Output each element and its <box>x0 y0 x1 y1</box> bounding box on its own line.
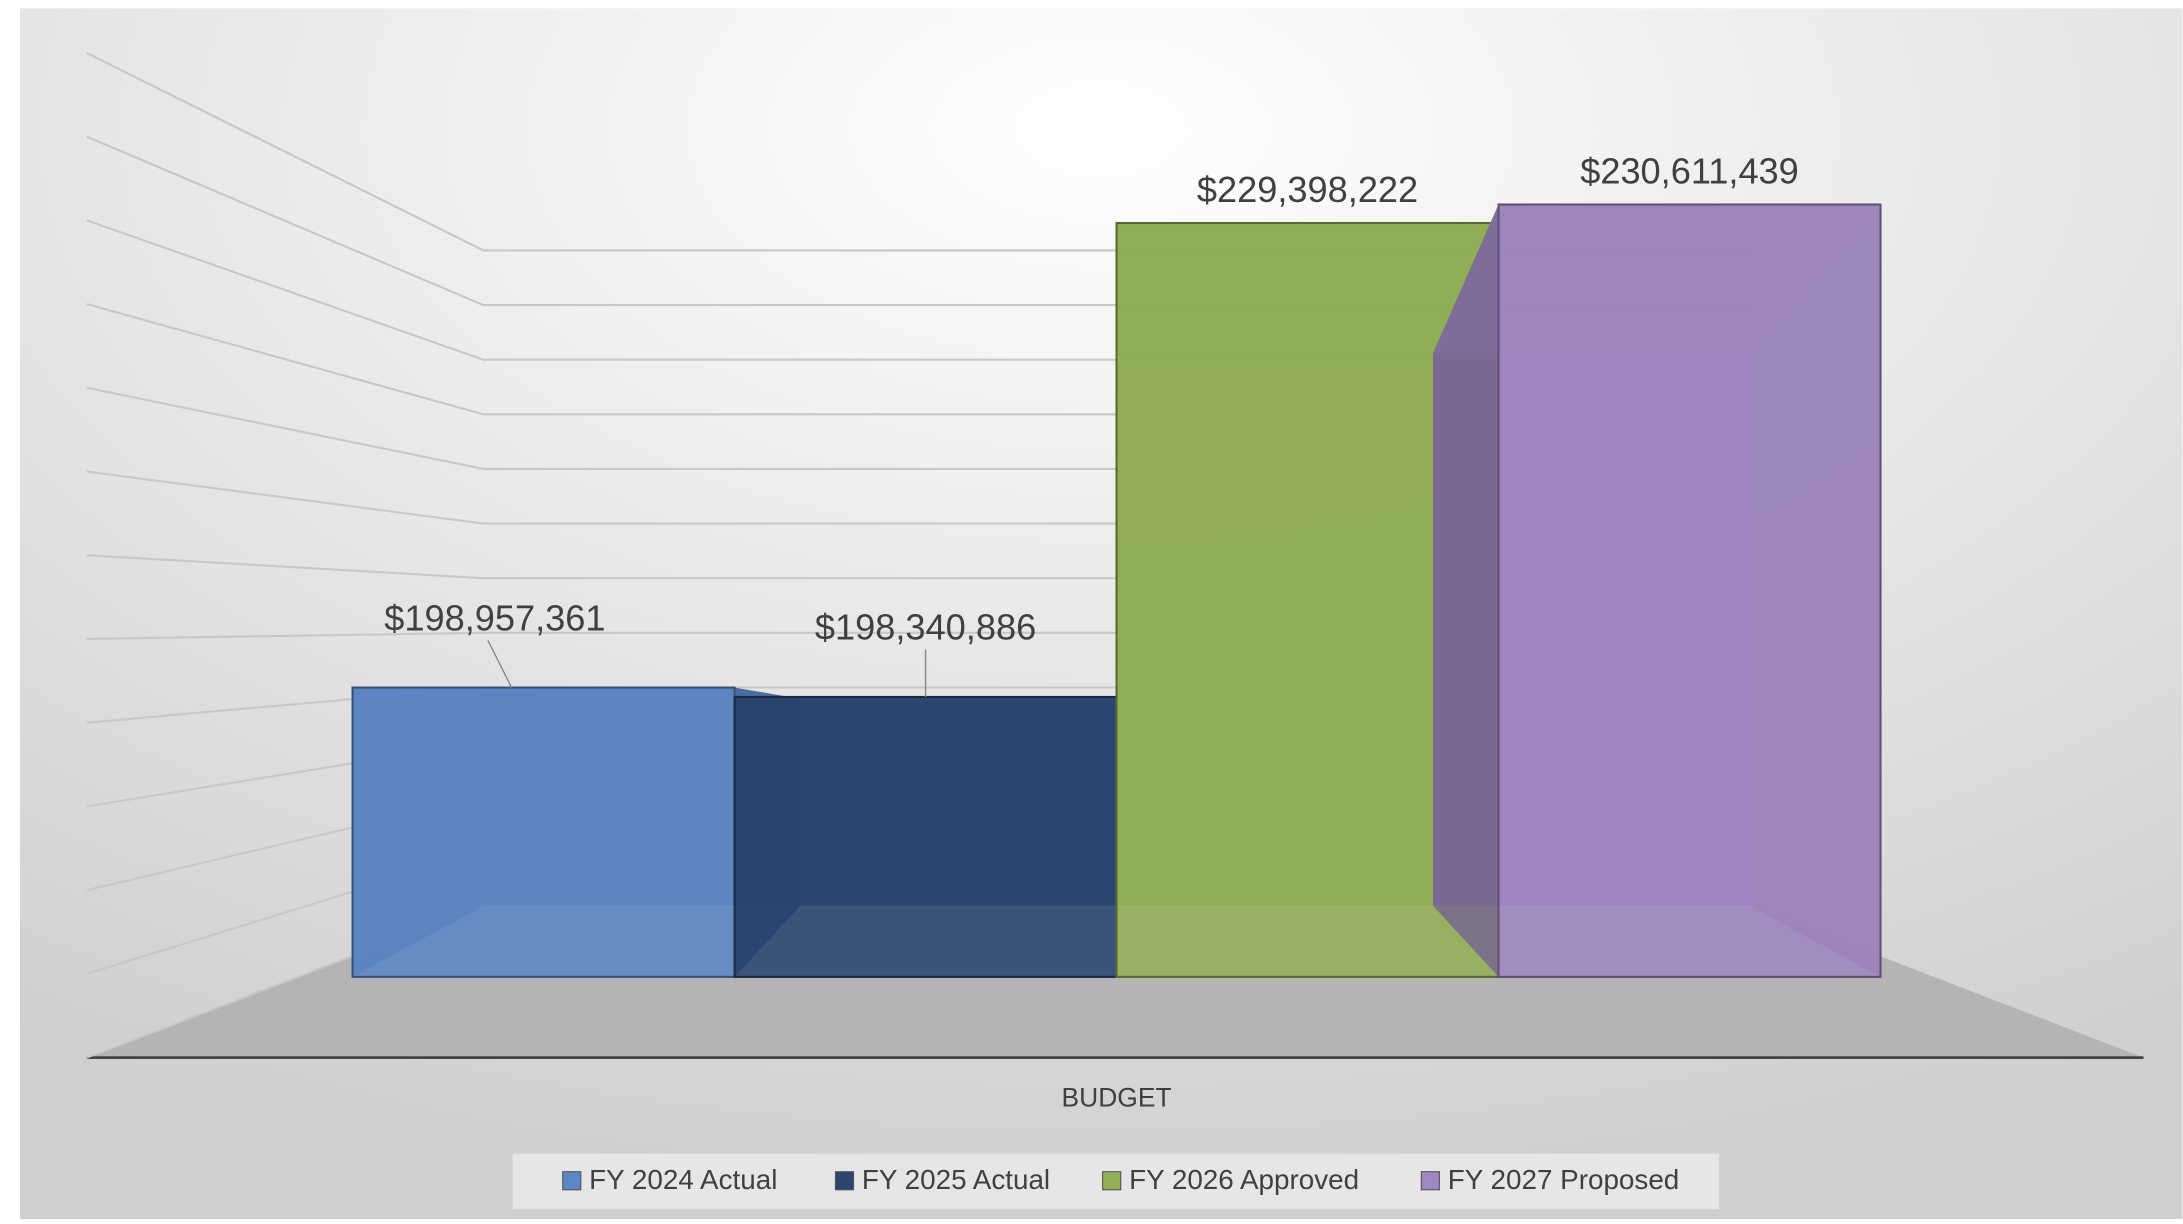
bars: $198,957,361 $198,340,886 $229,398,222 $230… <box>351 150 1882 978</box>
data-label: $230,611,439 <box>1580 150 1799 191</box>
bar <box>733 695 1118 978</box>
legend-label: FY 2027 Proposed <box>1448 1164 1680 1195</box>
data-label: $198,957,361 <box>384 597 605 638</box>
legend-label: FY 2025 Actual <box>862 1164 1050 1195</box>
legend-swatch <box>1102 1171 1122 1191</box>
legend-label: FY 2026 Approved <box>1129 1164 1359 1195</box>
data-label: $198,340,886 <box>815 607 1036 648</box>
legend-label: FY 2024 Actual <box>589 1164 777 1195</box>
category-label: BUDGET <box>1061 1082 1171 1112</box>
bar <box>351 686 736 978</box>
leader-line <box>487 639 513 688</box>
bar-side <box>1433 204 1499 977</box>
legend-swatch <box>562 1171 582 1191</box>
data-label: $229,398,222 <box>1197 169 1418 210</box>
legend-swatch <box>834 1171 855 1191</box>
bar <box>1497 203 1882 978</box>
legend-swatch <box>1420 1171 1440 1191</box>
legend: FY 2024 Actual FY 2025 Actual FY 2026 Appr… <box>562 1164 1680 1195</box>
